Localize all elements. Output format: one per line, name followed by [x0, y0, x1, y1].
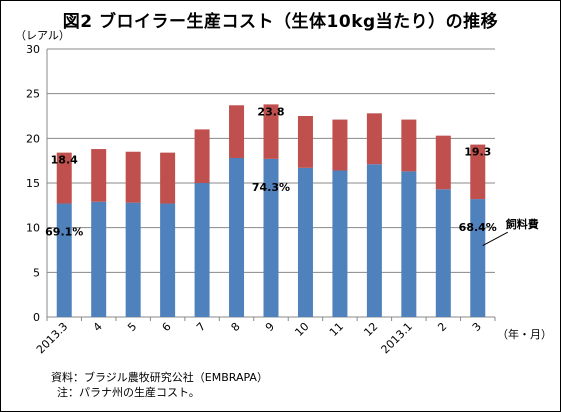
y-axis-unit: （レアル） — [15, 29, 70, 42]
bar-other — [435, 135, 451, 190]
x-tick-label: 5 — [125, 320, 139, 334]
bar-feed — [435, 189, 451, 317]
x-tick-label: 6 — [160, 320, 174, 334]
bar-feed — [366, 164, 382, 317]
y-tick-label: 20 — [26, 132, 40, 145]
bar-feed — [91, 201, 107, 317]
bar-other — [366, 113, 382, 165]
bar-other — [125, 151, 141, 203]
y-tick-label: 10 — [26, 222, 40, 235]
bar-feed — [470, 199, 486, 317]
total-label: 23.8 — [257, 105, 284, 118]
footnote: 注：パラナ州の生産コスト。 — [57, 386, 200, 399]
bar-feed — [263, 158, 279, 317]
source-note: 資料：ブラジル農牧研究公社（EMBRAPA） — [51, 371, 268, 384]
bar-feed — [229, 157, 245, 317]
y-tick-label: 0 — [33, 311, 40, 324]
y-tick-label: 25 — [26, 88, 40, 101]
bar-feed — [332, 170, 348, 317]
share-label: 69.1% — [45, 226, 83, 239]
x-tick-label: 8 — [229, 320, 243, 334]
bar-other — [229, 105, 245, 158]
x-tick-label: 12 — [361, 320, 380, 339]
x-tick-label: 3 — [470, 320, 484, 334]
bar-other — [56, 152, 72, 204]
x-tick-label: 10 — [292, 320, 311, 339]
x-tick-label: 9 — [263, 320, 277, 334]
bar-other — [160, 152, 176, 204]
bar-other — [401, 119, 417, 172]
feed-cost-annotation: 飼料費 — [505, 217, 539, 231]
y-tick-label: 5 — [33, 266, 40, 279]
x-tick-label: 2013.1 — [379, 320, 415, 356]
x-tick-label: 11 — [327, 320, 346, 339]
share-label: 68.4% — [459, 221, 497, 234]
share-label: 74.3% — [252, 181, 290, 194]
bar-other — [297, 116, 313, 168]
x-tick-label: 2 — [435, 320, 449, 334]
bar-other — [332, 119, 348, 171]
y-tick-label: 15 — [26, 177, 40, 190]
bar-feed — [56, 203, 72, 317]
x-tick-label: 2013.3 — [34, 320, 70, 356]
annotation-leader — [482, 231, 509, 246]
bar-feed — [160, 203, 176, 317]
bar-feed — [401, 171, 417, 317]
x-tick-label: 4 — [91, 320, 105, 334]
chart-title: 図2 ブロイラー生産コスト（生体10kg当たり）の推移 — [62, 12, 499, 32]
bar-feed — [125, 202, 141, 317]
x-tick-label: 7 — [194, 320, 208, 334]
bar-other — [263, 104, 279, 159]
y-tick-label: 30 — [26, 43, 40, 56]
bar-other — [91, 149, 107, 202]
total-label: 18.4 — [51, 154, 78, 167]
bar-other — [470, 144, 486, 200]
x-axis-unit: （年・月） — [497, 328, 552, 341]
bar-other — [194, 129, 210, 183]
total-label: 19.3 — [464, 146, 491, 159]
bar-feed — [297, 167, 313, 317]
bar-feed — [194, 183, 210, 317]
